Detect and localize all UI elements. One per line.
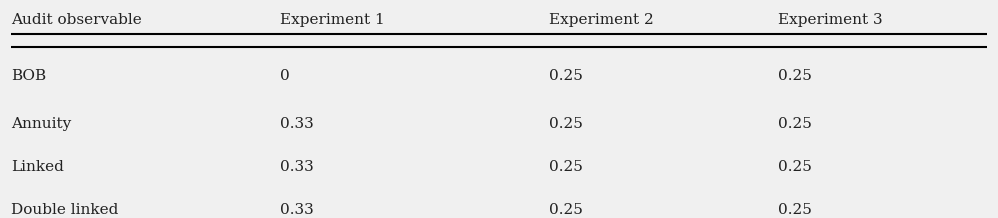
Text: Experiment 2: Experiment 2 [549,13,654,27]
Text: 0.25: 0.25 [777,203,811,217]
Text: Annuity: Annuity [11,117,72,131]
Text: 0.25: 0.25 [777,160,811,174]
Text: 0: 0 [280,69,289,83]
Text: Double linked: Double linked [11,203,119,217]
Text: 0.25: 0.25 [777,117,811,131]
Text: 0.33: 0.33 [280,117,313,131]
Text: 0.25: 0.25 [777,69,811,83]
Text: 0.25: 0.25 [549,203,583,217]
Text: 0.25: 0.25 [549,117,583,131]
Text: Audit observable: Audit observable [11,13,142,27]
Text: 0.33: 0.33 [280,203,313,217]
Text: 0.25: 0.25 [549,69,583,83]
Text: Linked: Linked [11,160,64,174]
Text: Experiment 3: Experiment 3 [777,13,882,27]
Text: 0.33: 0.33 [280,160,313,174]
Text: 0.25: 0.25 [549,160,583,174]
Text: Experiment 1: Experiment 1 [280,13,385,27]
Text: BOB: BOB [11,69,47,83]
